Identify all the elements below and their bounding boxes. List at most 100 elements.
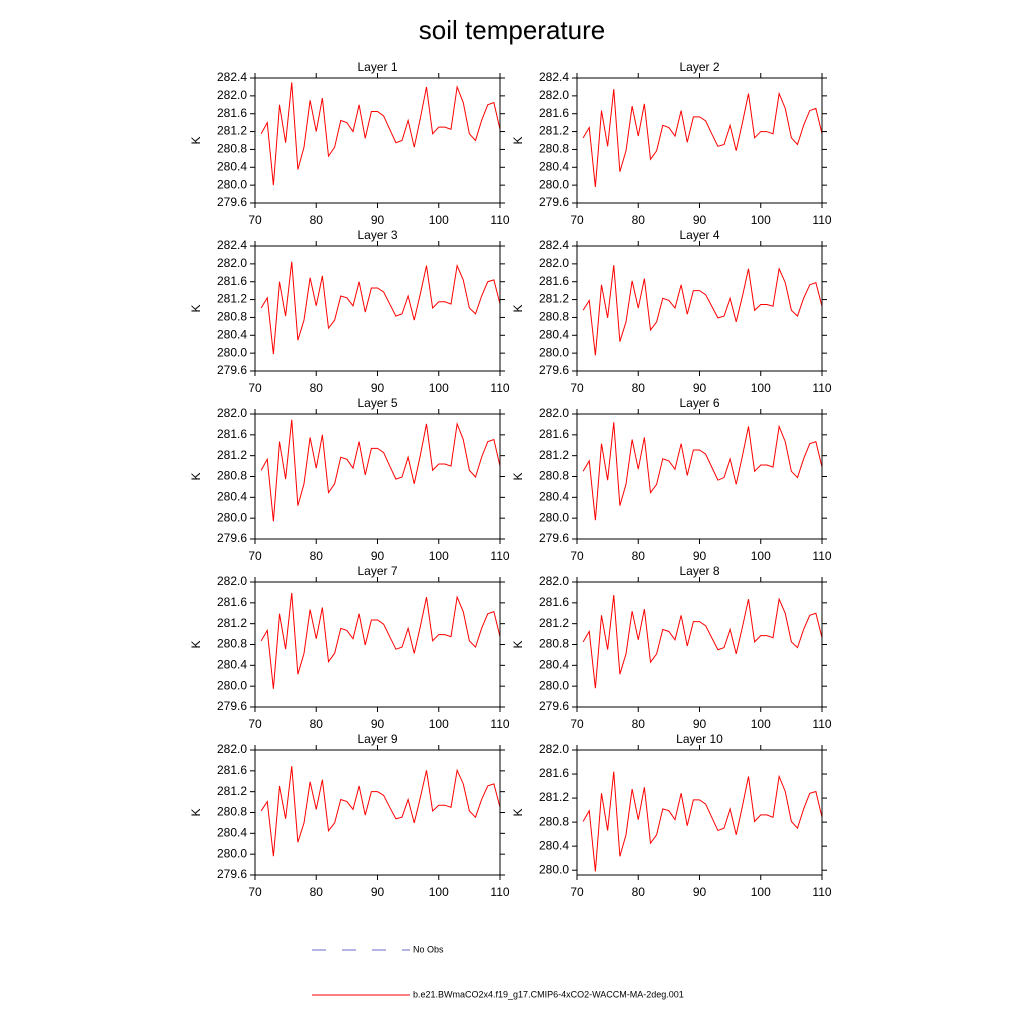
y-axis-label: K (189, 136, 203, 144)
y-tick-label: 280.0 (539, 510, 569, 524)
plot-frame (254, 77, 501, 204)
y-tick-label: 281.2 (539, 616, 569, 630)
plot-frame (254, 245, 501, 372)
y-tick-label: 281.6 (539, 595, 569, 609)
x-tick-label: 110 (490, 885, 509, 899)
y-tick-label: 280.0 (217, 846, 247, 860)
legend-label: b.e21.BWmaCO2x4.f19_g17.CMIP6-4xCO2-WACC… (413, 989, 684, 999)
y-tick-label: 282.0 (217, 574, 247, 588)
plot-frame (576, 77, 823, 204)
plot-frame (576, 749, 823, 876)
y-tick-label: 281.2 (539, 790, 569, 804)
y-tick-label: 280.8 (217, 805, 247, 819)
panel-title: Layer 5 (357, 396, 397, 410)
y-axis-label: K (511, 808, 525, 816)
x-tick-label: 100 (429, 717, 449, 731)
x-tick-label: 80 (310, 381, 324, 395)
x-tick-label: 80 (310, 717, 324, 731)
x-tick-label: 80 (632, 549, 646, 563)
panel-title: Layer 3 (357, 228, 397, 242)
y-tick-label: 282.0 (539, 742, 569, 756)
y-tick-label: 280.0 (539, 678, 569, 692)
x-tick-label: 100 (751, 885, 771, 899)
y-tick-label: 280.8 (217, 142, 247, 156)
data-line (582, 594, 823, 689)
y-tick-label: 281.2 (217, 448, 247, 462)
y-tick-label: 282.0 (217, 88, 247, 102)
x-tick-label: 110 (490, 381, 509, 395)
y-axis-label: K (511, 136, 525, 144)
panel-title: Layer 10 (676, 732, 723, 746)
y-tick-label: 280.4 (539, 658, 569, 672)
x-tick-label: 100 (751, 549, 771, 563)
plot-frame (576, 581, 823, 708)
x-tick-label: 80 (632, 717, 646, 731)
x-tick-label: 70 (248, 381, 262, 395)
y-tick-label: 281.6 (217, 427, 247, 441)
y-tick-label: 280.4 (217, 327, 247, 341)
y-tick-label: 281.2 (539, 292, 569, 306)
x-tick-label: 100 (429, 381, 449, 395)
x-tick-label: 80 (310, 885, 324, 899)
x-tick-label: 90 (693, 381, 707, 395)
x-tick-label: 110 (812, 885, 831, 899)
data-line (582, 422, 823, 521)
x-tick-label: 80 (632, 213, 646, 227)
y-tick-label: 280.4 (539, 490, 569, 504)
y-tick-label: 280.0 (217, 678, 247, 692)
y-tick-label: 280.8 (539, 637, 569, 651)
x-tick-label: 90 (693, 549, 707, 563)
x-tick-label: 100 (751, 213, 771, 227)
y-tick-label: 279.6 (217, 699, 247, 713)
y-tick-label: 280.0 (539, 862, 569, 876)
x-tick-label: 70 (570, 717, 584, 731)
x-tick-label: 110 (812, 549, 831, 563)
x-tick-label: 90 (693, 717, 707, 731)
x-tick-label: 70 (570, 381, 584, 395)
y-tick-label: 280.4 (217, 159, 247, 173)
y-tick-label: 282.0 (539, 88, 569, 102)
y-tick-label: 280.4 (217, 826, 247, 840)
panel-title: Layer 4 (679, 228, 719, 242)
y-tick-label: 280.0 (539, 177, 569, 191)
x-tick-label: 90 (371, 381, 385, 395)
y-tick-label: 282.4 (217, 238, 247, 252)
y-tick-label: 280.8 (539, 469, 569, 483)
y-tick-label: 279.6 (539, 699, 569, 713)
y-tick-label: 279.6 (217, 867, 247, 881)
y-tick-label: 282.4 (539, 238, 569, 252)
x-tick-label: 100 (429, 885, 449, 899)
y-tick-label: 279.6 (217, 363, 247, 377)
y-tick-label: 281.6 (539, 274, 569, 288)
x-tick-label: 90 (371, 549, 385, 563)
y-axis-label: K (189, 472, 203, 480)
y-tick-label: 279.6 (217, 195, 247, 209)
y-tick-label: 281.2 (539, 448, 569, 462)
x-tick-label: 70 (248, 549, 262, 563)
y-tick-label: 280.4 (539, 838, 569, 852)
y-axis-label: K (189, 808, 203, 816)
y-tick-label: 280.8 (217, 637, 247, 651)
y-axis-label: K (189, 640, 203, 648)
y-tick-label: 280.0 (217, 177, 247, 191)
x-tick-label: 70 (248, 885, 262, 899)
y-tick-label: 282.0 (217, 742, 247, 756)
y-tick-label: 282.0 (539, 406, 569, 420)
x-tick-label: 90 (371, 213, 385, 227)
y-axis-label: K (189, 304, 203, 312)
x-tick-label: 70 (248, 717, 262, 731)
x-tick-label: 80 (310, 549, 324, 563)
y-tick-label: 280.4 (217, 658, 247, 672)
y-tick-label: 281.6 (539, 766, 569, 780)
x-tick-label: 70 (570, 885, 584, 899)
x-tick-label: 80 (632, 885, 646, 899)
data-line (260, 261, 501, 355)
figure-title: soil temperature (419, 15, 605, 45)
y-tick-label: 281.6 (217, 106, 247, 120)
x-tick-label: 70 (570, 549, 584, 563)
x-tick-label: 100 (751, 717, 771, 731)
panel-title: Layer 7 (357, 564, 397, 578)
plot-frame (576, 245, 823, 372)
